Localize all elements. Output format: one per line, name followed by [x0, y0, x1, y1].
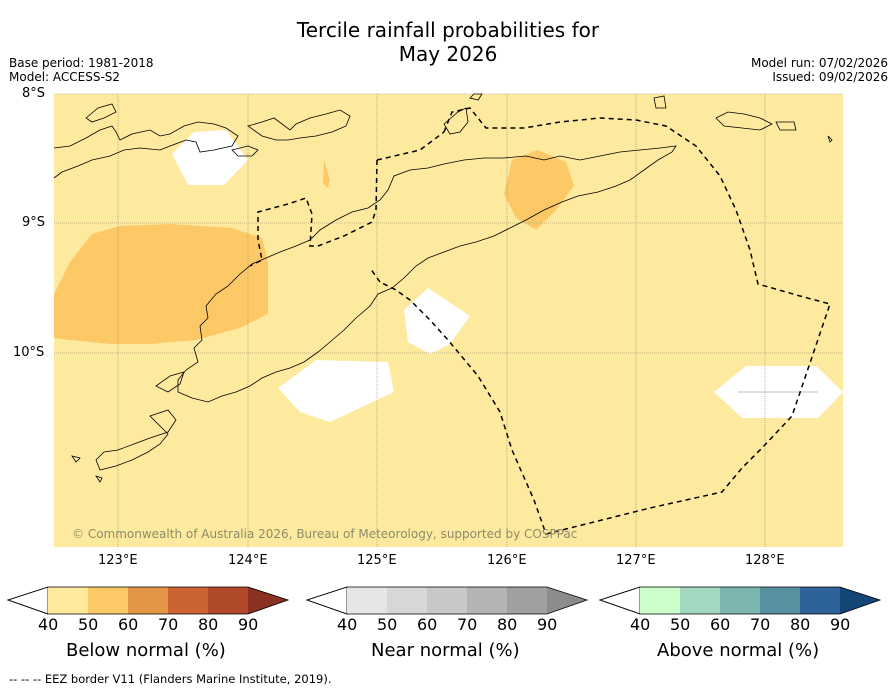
coast-semau: [155, 371, 185, 393]
coast-north-island: [53, 121, 239, 179]
coast-small-island-2: [231, 145, 259, 157]
run-info: Model run: 07/02/2026 Issued: 09/02/2026: [751, 56, 888, 84]
eez-footnote: -- -- -- EEZ border V11 (Flanders Marine…: [9, 672, 332, 686]
coast-timor: [177, 145, 677, 403]
model-name: Model: ACCESS-S2: [9, 70, 121, 84]
colorbar-above-label: Above normal (%): [657, 640, 820, 661]
coast-east-island-1: [715, 111, 773, 131]
cb-above-tick-60: 60: [710, 615, 731, 634]
colorbar-above-normal: [598, 586, 882, 615]
cb-near-tick-80: 80: [497, 615, 518, 634]
no-signal-region-1: [172, 130, 248, 185]
lat-label-10s: 10°S: [13, 345, 45, 360]
coast-islet-top: [469, 93, 483, 101]
cb-above-tick-50: 50: [670, 615, 691, 634]
issued-date: Issued: 09/02/2026: [772, 70, 888, 84]
colorbar-below-label: Below normal (%): [66, 640, 226, 661]
cb-near-tick-90: 90: [537, 615, 558, 634]
model-run-date: Model run: 07/02/2026: [750, 56, 888, 70]
cb-below-tick-40: 40: [38, 615, 59, 634]
cb-below-tick-90: 90: [238, 615, 259, 634]
lon-label-127e: 127°E: [616, 553, 656, 568]
title-line-1: Tercile rainfall probabilities for: [296, 18, 600, 42]
cb-near-tick-40: 40: [337, 615, 358, 634]
lon-label-125e: 125°E: [357, 553, 397, 568]
coast-east-island-2: [775, 121, 797, 131]
lat-label-9s: 9°S: [22, 215, 46, 230]
model-info: Base period: 1981-2018 Model: ACCESS-S2: [9, 56, 154, 84]
lon-label-128e: 128°E: [745, 553, 785, 568]
cb-below-tick-50: 50: [78, 615, 99, 634]
map-title: Tercile rainfall probabilities for May 2…: [0, 18, 896, 66]
lon-label-124e: 124°E: [228, 553, 268, 568]
cb-below-tick-70: 70: [158, 615, 179, 634]
cb-near-tick-60: 60: [417, 615, 438, 634]
lat-label-8s: 8°S: [22, 86, 46, 101]
no-signal-region-3: [278, 360, 394, 422]
coast-wetar-islet: [653, 95, 667, 109]
cb-near-tick-70: 70: [457, 615, 478, 634]
no-signal-region-2: [404, 288, 470, 354]
coast-atauro: [443, 107, 469, 135]
lon-label-126e: 126°E: [487, 553, 527, 568]
cb-below-tick-80: 80: [198, 615, 219, 634]
below-normal-region-small: [323, 160, 330, 188]
base-period: Base period: 1981-2018: [9, 56, 154, 70]
colorbar-near-normal: [305, 586, 589, 615]
colorbar-near-label: Near normal (%): [371, 640, 520, 661]
coast-ndao: [71, 455, 81, 463]
coast-rote: [95, 409, 177, 471]
coast-alor: [247, 109, 351, 141]
coast-islet-south: [95, 475, 103, 483]
coast-islet-east: [827, 135, 833, 143]
cb-above-tick-90: 90: [830, 615, 851, 634]
cb-above-tick-70: 70: [750, 615, 771, 634]
graticule: [54, 93, 843, 547]
coastlines: [53, 93, 833, 483]
below-normal-region-central: [504, 150, 574, 230]
eez-border: [249, 107, 831, 535]
below-normal-region-west: [54, 224, 268, 344]
cb-above-tick-40: 40: [630, 615, 651, 634]
cb-above-tick-80: 80: [790, 615, 811, 634]
title-line-2: May 2026: [398, 42, 498, 66]
coast-small-island-1: [85, 103, 117, 123]
colorbar-below-normal: [6, 586, 290, 615]
cb-below-tick-60: 60: [118, 615, 139, 634]
copyright-notice: © Commonwealth of Australia 2026, Bureau…: [72, 527, 578, 541]
lon-label-123e: 123°E: [98, 553, 138, 568]
cb-near-tick-50: 50: [377, 615, 398, 634]
